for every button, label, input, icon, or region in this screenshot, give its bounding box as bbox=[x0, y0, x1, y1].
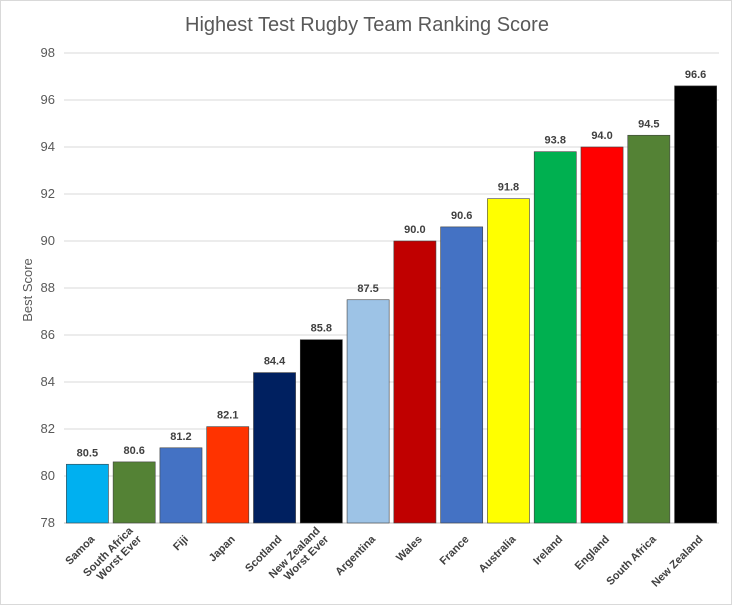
data-label: 94.0 bbox=[591, 130, 612, 142]
bar bbox=[580, 146, 624, 524]
data-label: 90.0 bbox=[404, 224, 425, 236]
y-axis-title: Best Score bbox=[20, 258, 35, 322]
data-label: 87.5 bbox=[357, 283, 378, 295]
x-tick-label: England bbox=[573, 533, 612, 572]
x-tick-label: Argentina bbox=[333, 533, 378, 578]
x-tick-label: Ireland bbox=[531, 533, 565, 567]
data-label: 80.5 bbox=[77, 447, 98, 459]
bar bbox=[299, 339, 343, 524]
x-tick-label: Fiji bbox=[171, 533, 191, 553]
y-tick-label: 88 bbox=[41, 280, 55, 295]
y-tick-label: 80 bbox=[41, 468, 55, 483]
y-tick-label: 84 bbox=[41, 374, 55, 389]
y-tick-label: 98 bbox=[41, 45, 55, 60]
data-labels: 80.5 80.6 81.2 82.1 84.4 85.8 87.5 90.0 90.6 91.8… bbox=[77, 69, 707, 459]
data-label: 84.4 bbox=[264, 356, 286, 368]
data-label: 91.8 bbox=[498, 182, 519, 194]
x-tick-label: Australia bbox=[477, 533, 519, 575]
y-tick-label: 92 bbox=[41, 186, 55, 201]
data-label: 80.6 bbox=[123, 445, 144, 457]
y-axis-ticks: 78 80 82 84 86 88 90 92 94 96 98 bbox=[41, 45, 55, 530]
bar bbox=[253, 372, 296, 524]
y-tick-label: 78 bbox=[41, 515, 55, 530]
y-tick-label: 96 bbox=[41, 92, 55, 107]
data-label: 81.2 bbox=[170, 431, 191, 443]
x-tick-label: France bbox=[438, 533, 472, 567]
bar bbox=[487, 198, 530, 524]
data-label: 93.8 bbox=[545, 135, 566, 147]
bar bbox=[346, 299, 390, 524]
bar bbox=[440, 226, 484, 524]
x-tick-label-line: Australia bbox=[477, 533, 519, 575]
x-tick-label-line: Wales bbox=[394, 533, 425, 564]
data-label: 85.8 bbox=[311, 323, 332, 335]
bar bbox=[66, 463, 109, 524]
y-tick-label: 82 bbox=[41, 421, 55, 436]
x-tick-label-line: Argentina bbox=[333, 533, 378, 578]
y-tick-label: 90 bbox=[41, 233, 55, 248]
x-tick-label-line: France bbox=[438, 533, 472, 567]
x-tick-label-line: Ireland bbox=[531, 533, 565, 567]
data-label: 94.5 bbox=[638, 118, 659, 130]
data-label: 96.6 bbox=[685, 69, 706, 81]
bar bbox=[112, 461, 156, 524]
bar bbox=[393, 240, 437, 524]
x-tick-label: Wales bbox=[394, 533, 425, 564]
bar bbox=[533, 151, 577, 524]
bars bbox=[66, 85, 717, 524]
x-tick-label-line: Fiji bbox=[171, 533, 191, 553]
x-tick-label-line: England bbox=[573, 533, 612, 572]
bar bbox=[206, 426, 250, 524]
bar bbox=[159, 447, 203, 524]
x-tick-label-line: Japan bbox=[207, 533, 238, 564]
bar bbox=[627, 134, 671, 524]
y-tick-label: 94 bbox=[41, 139, 55, 154]
data-label: 82.1 bbox=[217, 410, 238, 422]
x-tick-label: Japan bbox=[207, 533, 238, 564]
bar bbox=[674, 85, 717, 524]
chart-title: Highest Test Rugby Team Ranking Score bbox=[185, 14, 549, 36]
data-label: 90.6 bbox=[451, 210, 472, 222]
y-tick-label: 86 bbox=[41, 327, 55, 342]
